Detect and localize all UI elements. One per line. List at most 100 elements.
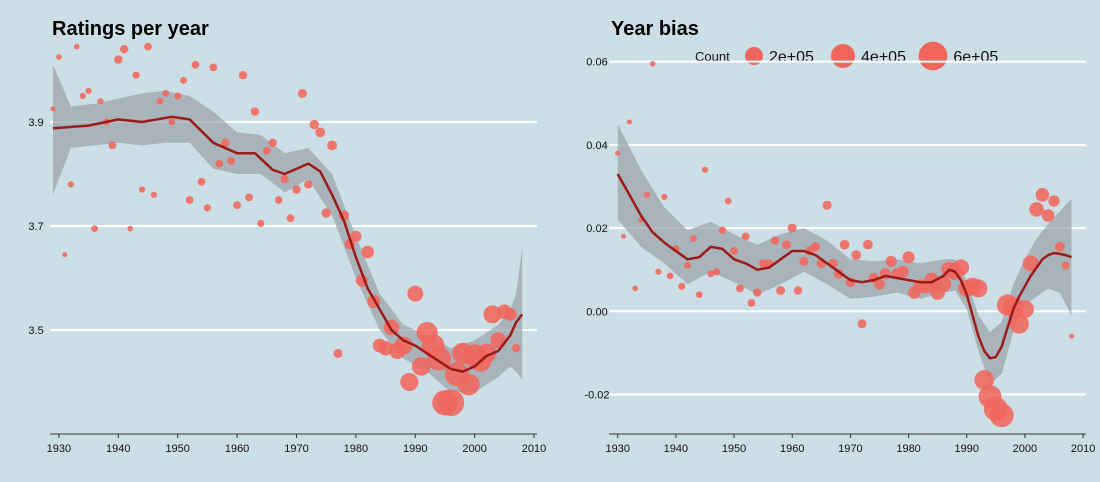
data-point: [626, 119, 632, 125]
data-point: [132, 71, 140, 79]
data-point: [85, 87, 92, 94]
x-tick-label: 1980: [896, 443, 920, 455]
confidence-band: [53, 64, 523, 393]
data-point: [759, 259, 768, 268]
data-point: [245, 193, 253, 202]
data-point: [1009, 314, 1029, 334]
data-point: [321, 208, 331, 218]
data-point: [227, 157, 236, 165]
x-tick-label: 1960: [780, 443, 804, 455]
data-point: [191, 60, 200, 69]
data-point: [655, 268, 662, 275]
data-point: [407, 285, 424, 302]
data-point: [1015, 300, 1034, 319]
smooth-line: [616, 173, 1072, 360]
data-point: [504, 308, 517, 321]
x-tick-label: 2000: [462, 443, 486, 455]
x-tick-label: 1990: [955, 443, 979, 455]
x-tick-label: 1930: [47, 443, 71, 455]
data-point: [327, 140, 337, 151]
data-point: [156, 97, 164, 105]
data-point: [776, 286, 786, 295]
data-point: [378, 340, 393, 356]
data-point: [689, 235, 697, 242]
data-point: [238, 71, 248, 80]
smooth-line: [52, 115, 524, 373]
data-point: [411, 357, 431, 376]
confidence-band: [617, 124, 1072, 385]
legend-swatch: [831, 44, 855, 68]
legend-label: 2e+05: [769, 49, 814, 66]
x-tick-label: 1970: [284, 443, 308, 455]
data-point: [209, 63, 218, 72]
data-point: [203, 204, 211, 212]
data-point: [1041, 209, 1055, 222]
data-point: [79, 92, 86, 100]
x-tick-label: 1940: [664, 443, 688, 455]
data-point: [476, 343, 497, 364]
data-point: [150, 191, 157, 198]
data-point: [215, 159, 224, 168]
data-point: [1069, 333, 1074, 339]
data-point: [684, 262, 691, 269]
x-tick-label: 1990: [403, 443, 427, 455]
data-point: [221, 138, 230, 147]
data-point: [233, 201, 242, 210]
data-point: [168, 118, 176, 126]
data-point: [315, 127, 326, 138]
smooth-curve: [616, 173, 1072, 360]
data-point: [174, 92, 182, 100]
data-point: [97, 98, 104, 105]
data-point: [361, 245, 375, 259]
panel-year-bias: Year bias Count 2e+05 4e+05 6e+05 1930 1940…: [584, 18, 1095, 455]
data-point: [333, 348, 343, 358]
panel-ratings-per-year: Ratings per year 1930 1940 1950 1960 1970 198…: [28, 18, 546, 455]
data-point: [309, 119, 319, 130]
data-point: [701, 166, 709, 173]
data-point: [851, 250, 862, 260]
data-point: [730, 247, 738, 255]
x-tick-label: 1940: [106, 443, 130, 455]
data-point: [304, 180, 313, 189]
x-tick-label: 1960: [225, 443, 249, 455]
data-point: [162, 90, 170, 97]
legend-label: 6e+05: [953, 49, 998, 66]
axes: 1930 1940 1950 1960 1970 1980 1990 2000 2010 3.5 3…: [28, 117, 546, 455]
data-point: [885, 255, 897, 267]
x-tick-label: 1970: [838, 443, 862, 455]
y-tick-label: 3.7: [28, 221, 43, 233]
data-point: [649, 61, 656, 67]
data-point: [1029, 202, 1044, 217]
size-legend: Count 2e+05 4e+05 6e+05: [695, 41, 998, 71]
data-point: [974, 370, 994, 390]
legend-swatch: [918, 41, 948, 71]
data-point: [144, 42, 152, 51]
chart-title-ratings: Ratings per year: [52, 18, 209, 40]
chart-title-year-bias: Year bias: [611, 18, 699, 40]
data-point: [935, 276, 952, 293]
legend-label: 4e+05: [861, 49, 906, 66]
data-point: [114, 55, 123, 64]
data-point: [724, 197, 732, 205]
y-tick-label: 0.06: [586, 57, 607, 69]
data-point: [753, 288, 762, 297]
data-point: [250, 107, 260, 116]
data-point: [924, 272, 940, 288]
data-point: [197, 177, 206, 186]
data-point: [969, 279, 988, 298]
data-point: [952, 259, 970, 276]
data-point: [741, 232, 750, 241]
data-point: [50, 106, 56, 112]
data-point: [736, 284, 744, 293]
data-point: [490, 332, 507, 349]
data-point: [73, 43, 80, 50]
data-point: [286, 214, 295, 223]
data-point: [400, 373, 419, 391]
data-point: [857, 319, 867, 329]
data-point: [280, 175, 289, 184]
data-point: [661, 193, 668, 200]
data-point: [678, 282, 686, 290]
data-point: [1035, 188, 1050, 202]
